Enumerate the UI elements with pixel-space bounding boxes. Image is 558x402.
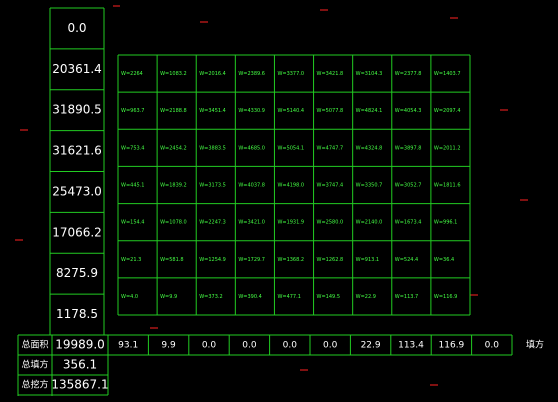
summary-value: 93.1 (118, 341, 138, 351)
cell-volume: W=3377.0 (277, 71, 304, 77)
cell-volume: W=963.7 (121, 108, 144, 114)
cell-volume: W=390.4 (238, 294, 261, 300)
cell-volume: W=4054.3 (395, 108, 422, 114)
summary-value: 19989.0 (55, 338, 105, 352)
cell-volume: W=4.0 (121, 294, 138, 300)
left-value: 8275.9 (56, 266, 98, 280)
cell-volume: W=5140.4 (277, 108, 304, 114)
left-value: 0.0 (67, 21, 86, 35)
cell-volume: W=2264 (121, 71, 143, 77)
total-value: 356.1 (63, 358, 97, 372)
cell-volume: W=1403.7 (434, 71, 461, 77)
cell-volume: W=4037.8 (238, 183, 265, 189)
summary-value: 0.0 (283, 341, 298, 351)
summary-value: 116.9 (439, 341, 465, 351)
cell-volume: W=1254.9 (199, 257, 226, 263)
cell-volume: W=1839.2 (160, 183, 187, 189)
cell-volume: W=2247.3 (199, 220, 226, 226)
cell-volume: W=3421.8 (317, 71, 344, 77)
cell-volume: W=1729.7 (238, 257, 265, 263)
total-label: 总挖方 (21, 379, 48, 391)
cell-volume: W=3173.5 (199, 183, 226, 189)
cell-volume: W=477.1 (277, 294, 300, 300)
left-value: 31621.6 (52, 144, 102, 158)
cell-volume: W=913.1 (356, 257, 379, 263)
total-label: 总填方 (21, 359, 48, 371)
cell-volume: W=4324.8 (356, 145, 383, 151)
cell-volume: W=2389.6 (238, 71, 265, 77)
cell-volume: W=1262.8 (317, 257, 344, 263)
total-value: 135867.1 (51, 378, 108, 392)
cell-volume: W=1078.0 (160, 220, 187, 226)
cell-volume: W=1673.4 (395, 220, 422, 226)
cell-volume: W=1931.9 (277, 220, 304, 226)
left-value: 1178.5 (56, 307, 98, 321)
cell-volume: W=2454.2 (160, 145, 187, 151)
cell-volume: W=4330.9 (238, 108, 265, 114)
cell-volume: W=1083.2 (160, 71, 187, 77)
left-value: 25473.0 (52, 184, 102, 198)
left-value: 20361.4 (52, 62, 102, 76)
cell-volume: W=116.9 (434, 294, 457, 300)
summary-label: 总面积 (21, 339, 48, 351)
summary-value: 22.9 (361, 341, 381, 351)
cell-volume: W=5077.8 (317, 108, 344, 114)
cell-volume: W=3747.4 (317, 183, 344, 189)
left-value: 31890.5 (52, 103, 102, 117)
summary-value: 0.0 (242, 341, 257, 351)
cell-volume: W=3451.4 (199, 108, 226, 114)
cell-volume: W=36.4 (434, 257, 454, 263)
summary-value: 0.0 (202, 341, 217, 351)
cell-volume: W=1811.6 (434, 183, 461, 189)
cell-volume: W=2016.4 (199, 71, 226, 77)
summary-value: 113.4 (398, 341, 424, 351)
cell-volume: W=373.2 (199, 294, 222, 300)
summary-value: 0.0 (485, 341, 500, 351)
summary-value: 0.0 (323, 341, 338, 351)
cell-volume: W=753.4 (121, 145, 144, 151)
cell-volume: W=4198.0 (277, 183, 304, 189)
cell-volume: W=4824.1 (356, 108, 383, 114)
cell-volume: W=445.1 (121, 183, 144, 189)
cell-volume: W=2188.8 (160, 108, 187, 114)
cell-volume: W=2011.2 (434, 145, 461, 151)
cell-volume: W=996.1 (434, 220, 457, 226)
cell-volume: W=9.9 (160, 294, 177, 300)
summary-value: 9.9 (161, 341, 176, 351)
cell-volume: W=3104.3 (356, 71, 383, 77)
red-markers (15, 5, 528, 386)
cell-volume: W=149.5 (317, 294, 340, 300)
summary-unit: 填方 (526, 339, 544, 351)
cell-volume: W=3052.7 (395, 183, 422, 189)
cell-volume: W=2377.8 (395, 71, 422, 77)
cell-volume: W=2097.4 (434, 108, 461, 114)
cell-volume: W=3883.5 (199, 145, 226, 151)
cell-volume: W=581.8 (160, 257, 183, 263)
cell-volume: W=5054.1 (277, 145, 304, 151)
cell-volume: W=21.3 (121, 257, 141, 263)
cell-volume: W=22.9 (356, 294, 376, 300)
cell-volume: W=2140.0 (356, 220, 383, 226)
cell-volume: W=3350.7 (356, 183, 383, 189)
left-value: 17066.2 (52, 225, 102, 239)
cell-volume: W=154.4 (121, 220, 144, 226)
cell-volume: W=3421.0 (238, 220, 265, 226)
cell-volume: W=2580.0 (317, 220, 344, 226)
cell-volume: W=4747.7 (317, 145, 344, 151)
cell-volume: W=3897.8 (395, 145, 422, 151)
cell-volume: W=524.4 (395, 257, 418, 263)
cell-volume: W=113.7 (395, 294, 418, 300)
cell-volume: W=4685.0 (238, 145, 265, 151)
cell-volume: W=1368.2 (277, 257, 304, 263)
